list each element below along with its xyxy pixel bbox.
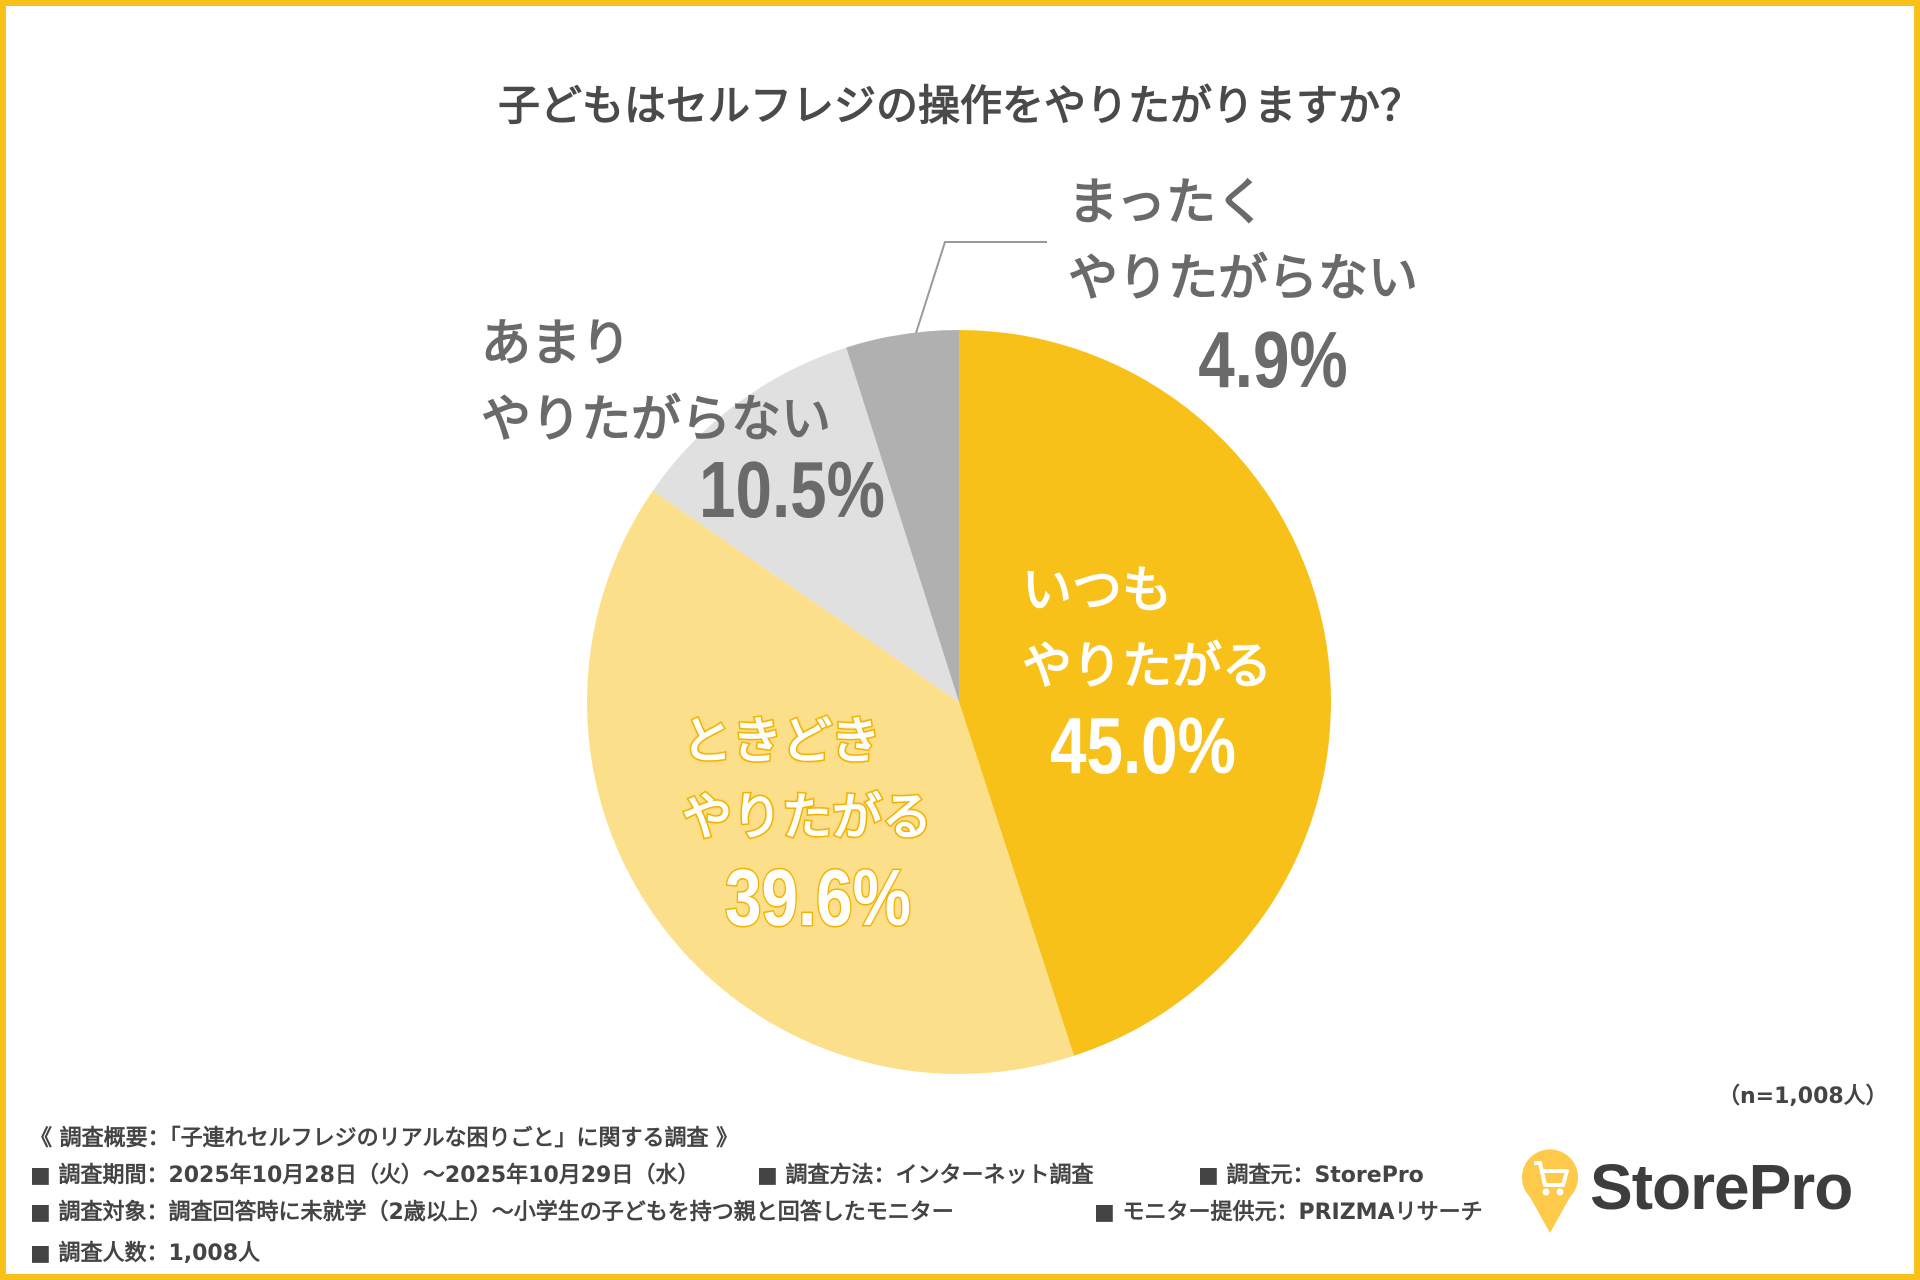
slice-label-rarely: あまり やりたがらない (481, 305, 831, 457)
slice-label-never: まったく やりたがらない (1068, 164, 1418, 316)
storepro-logo-text: StorePro (1590, 1151, 1853, 1223)
label-line: やりたがらない (481, 390, 831, 448)
chart-title: 子どもはセルフレジの操作をやりたがりますか？ (497, 81, 1422, 130)
pie-slice-2 (652, 347, 959, 702)
monitor-provider: ■ モニター提供元：PRIZMAリサーチ (1094, 1200, 1483, 1225)
sample-size: （n=1,008人） (1718, 1084, 1888, 1109)
label-line: あまり (481, 314, 631, 372)
slice-value-never: 4.9% (1198, 315, 1348, 404)
survey-source: ■ 調査元：StorePro (1198, 1163, 1424, 1188)
leader-line (915, 241, 1047, 334)
slice-value-sometimes: 39.6% (724, 852, 912, 944)
label-line: やりたがらない (1068, 249, 1418, 307)
label-line: まったく (1068, 173, 1266, 231)
slice-label-always: いつも やりたがる (1022, 552, 1272, 704)
label-line: やりたがる (1022, 637, 1272, 695)
pie-slice-0 (959, 330, 1331, 1056)
slice-value-always: 45.0% (1049, 701, 1237, 790)
storepro-pin-cart-icon (1522, 1149, 1578, 1233)
survey-period: ■ 調査期間：2025年10月28日（火）～2025年10月29日（水） (30, 1163, 700, 1188)
survey-target: ■ 調査対象：調査回答時に未就学（2歳以上）～小学生の子どもを持つ親と回答したモ… (30, 1200, 954, 1225)
slice-label-sometimes: ときどき やりたがる (681, 703, 934, 855)
survey-count: ■ 調査人数：1,008人 (30, 1241, 261, 1266)
label-line: いつも (1022, 561, 1172, 619)
survey-summary: 《 調査概要：「子連れセルフレジのリアルな困りごと」に関する調査 》 (30, 1126, 739, 1151)
survey-method: ■ 調査方法：インターネット調査 (757, 1163, 1094, 1188)
slice-value-rarely: 10.5% (698, 445, 886, 534)
pie-slice-1 (587, 490, 1074, 1074)
label-line: やりたがる (681, 787, 934, 848)
label-line: ときどき (681, 711, 883, 772)
pie-slice-3 (846, 330, 959, 702)
